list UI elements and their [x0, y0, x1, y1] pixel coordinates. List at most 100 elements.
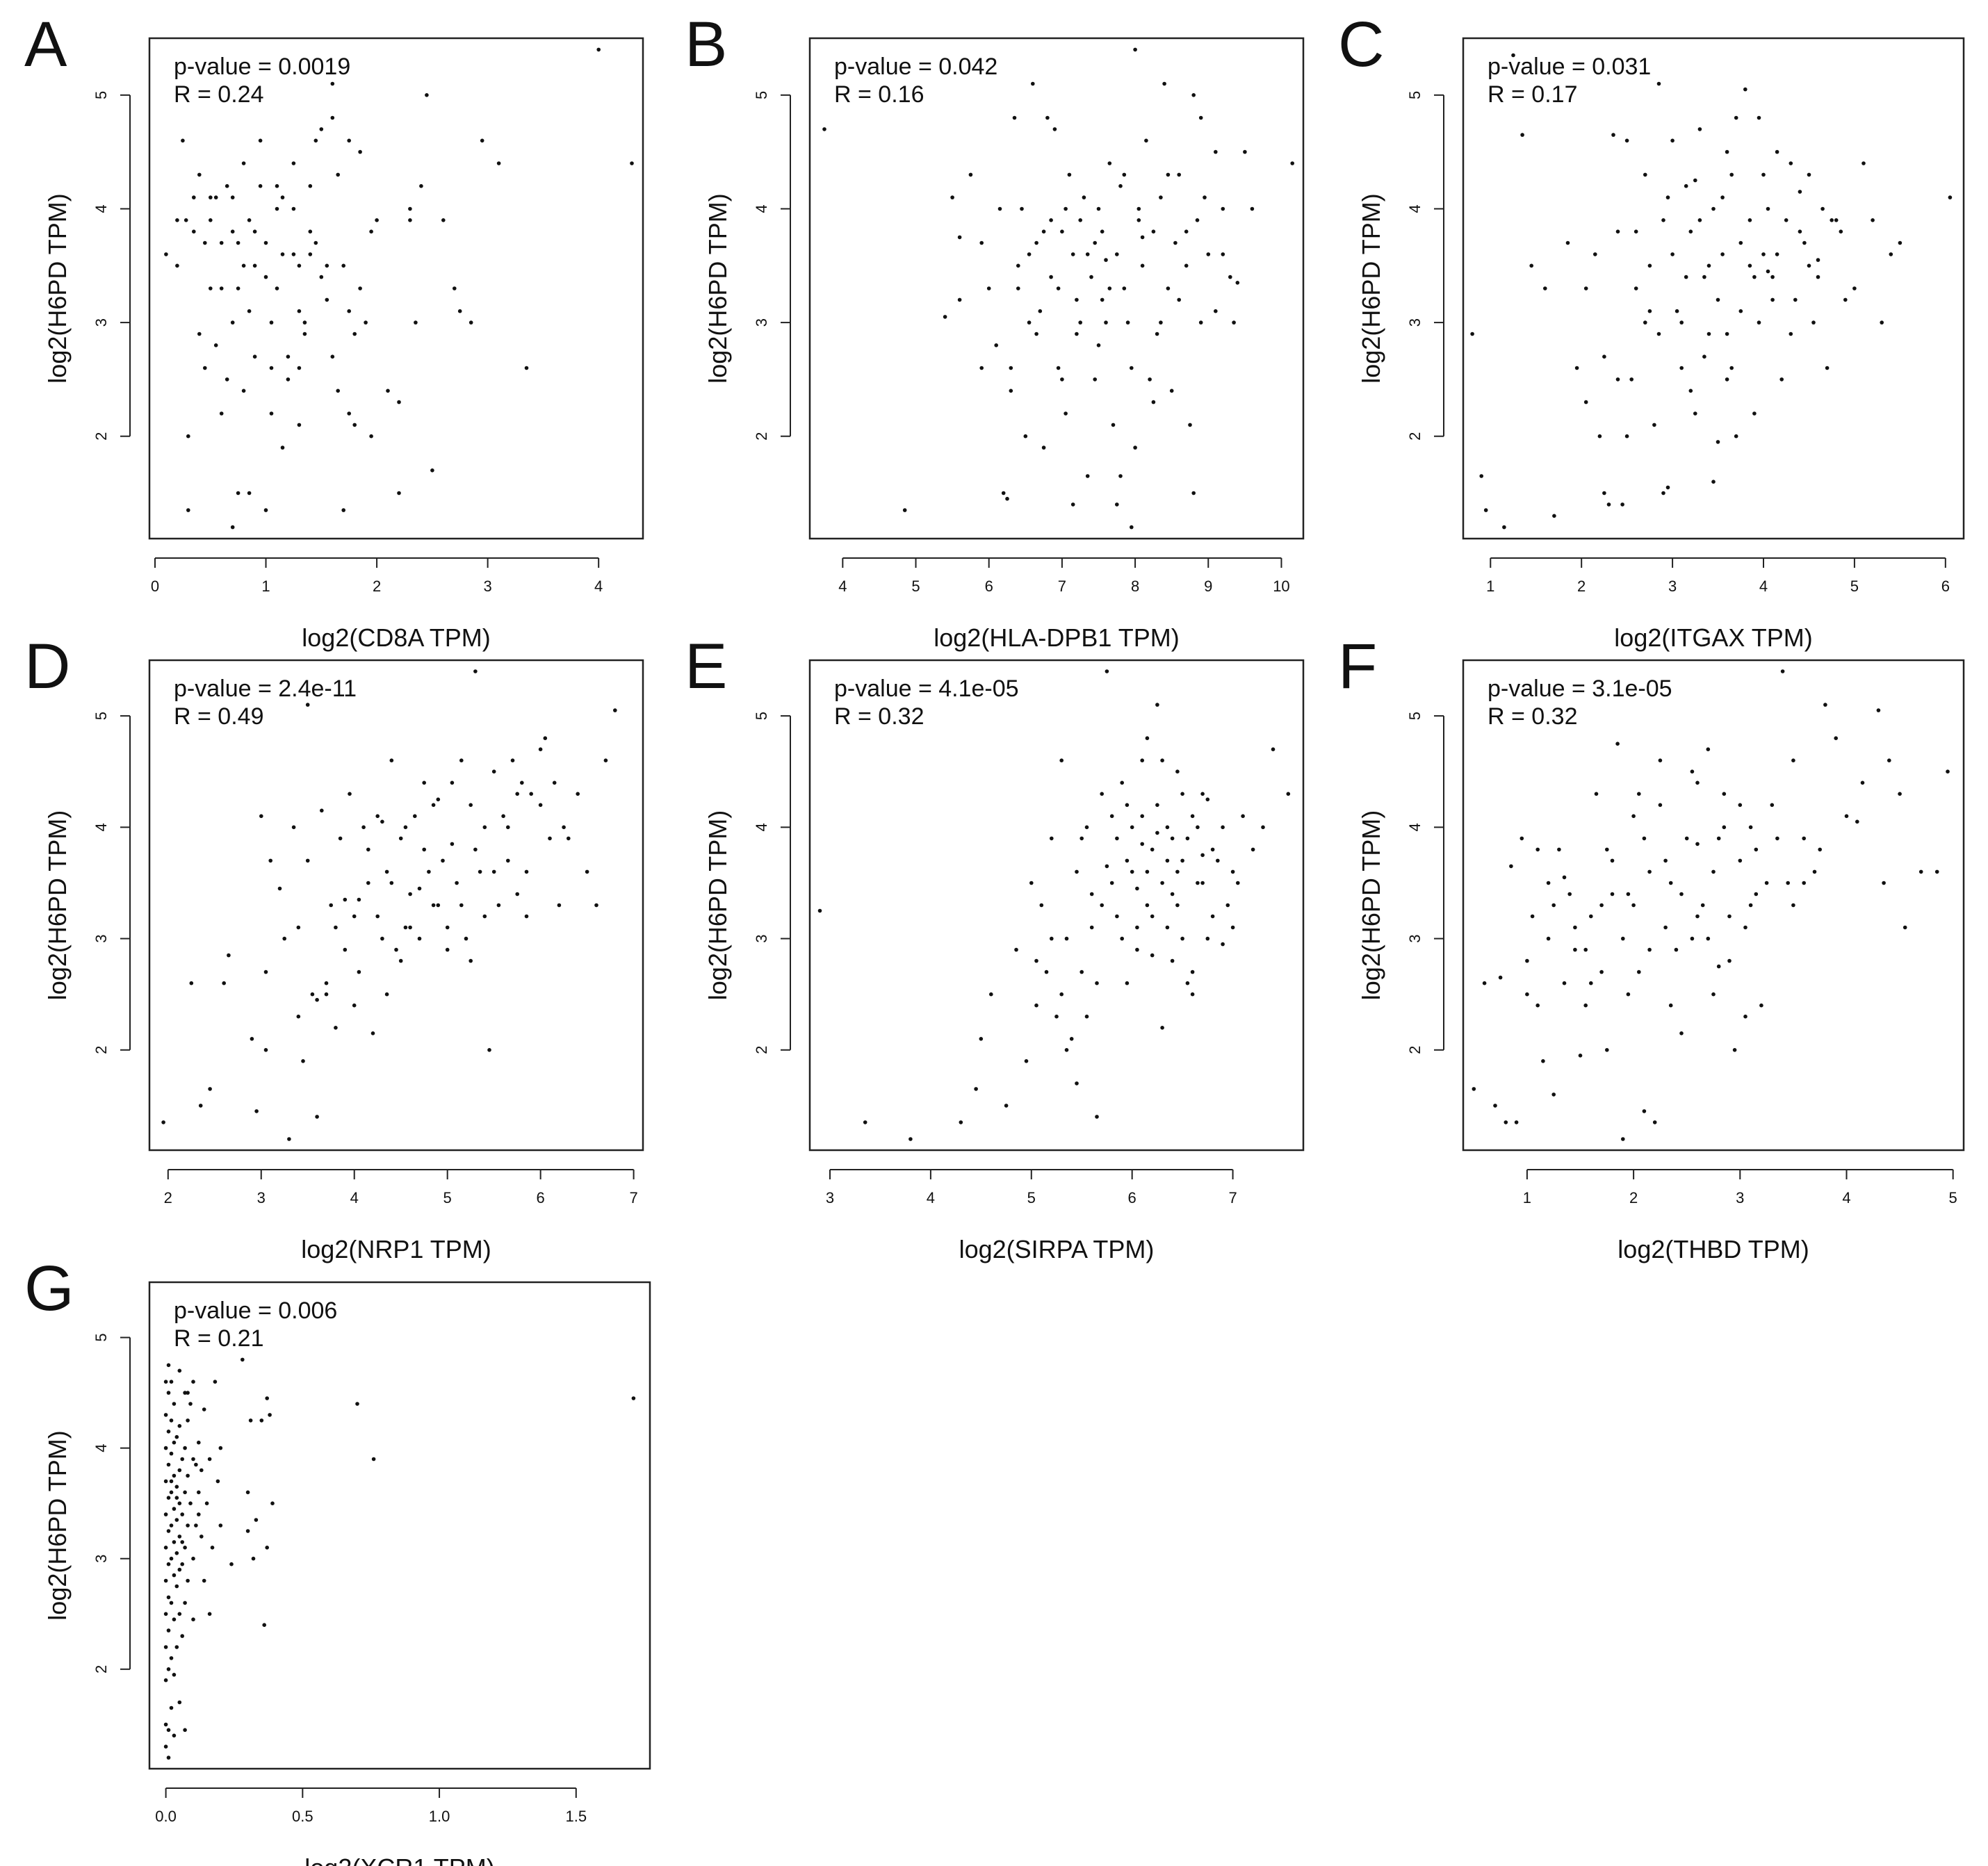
data-point [1706, 936, 1711, 941]
data-point [352, 914, 357, 919]
data-point [1727, 958, 1732, 963]
data-point [177, 1612, 182, 1617]
data-point [457, 309, 462, 313]
data-point [445, 947, 450, 952]
data-point [469, 320, 473, 325]
data-point [1647, 263, 1652, 268]
data-point [1656, 81, 1661, 86]
data-point [1214, 149, 1218, 154]
data-point [172, 1573, 177, 1578]
data-point [1860, 780, 1865, 785]
data-point [1834, 736, 1838, 740]
data-point [1725, 377, 1729, 382]
data-point [441, 858, 445, 863]
data-point [1700, 903, 1705, 908]
data-point [207, 1457, 212, 1462]
x-tick-label: 7 [629, 1189, 637, 1206]
data-point [1670, 252, 1675, 256]
data-point [459, 903, 464, 908]
data-point [172, 1507, 177, 1511]
data-point [1148, 377, 1152, 382]
data-point [1105, 864, 1109, 869]
data-point [1594, 792, 1599, 796]
data-point [313, 138, 318, 143]
data-point [169, 1705, 174, 1710]
data-point [1188, 423, 1192, 427]
data-point [1684, 836, 1689, 841]
data-point [343, 947, 348, 952]
data-point [297, 366, 302, 370]
data-point [268, 1413, 272, 1417]
data-point [213, 1380, 218, 1384]
data-point [1078, 320, 1082, 325]
data-point [199, 1534, 204, 1539]
data-point [1661, 218, 1665, 222]
y-tick-label: 2 [1406, 432, 1424, 441]
data-point [1205, 797, 1210, 802]
data-point [613, 708, 617, 712]
data-point [1107, 161, 1112, 165]
y-tick-label: 5 [92, 712, 110, 720]
data-point [1610, 892, 1615, 897]
y-axis-title: log2(H6PD TPM) [703, 810, 732, 1000]
y-axis-title: log2(H6PD TPM) [703, 193, 732, 383]
data-point [1775, 149, 1779, 154]
y-tick-label: 5 [92, 1333, 110, 1341]
data-point [1643, 320, 1647, 325]
data-point [245, 1529, 250, 1533]
panel-letter: E [685, 631, 727, 702]
data-point [1064, 1048, 1069, 1052]
data-point [994, 343, 998, 347]
data-point [347, 411, 352, 416]
data-point [248, 1418, 253, 1423]
data-point [258, 183, 263, 188]
data-point [1195, 218, 1200, 222]
data-point [1175, 769, 1180, 774]
data-point [241, 161, 246, 165]
data-point [1079, 969, 1084, 974]
data-point [1711, 206, 1716, 211]
data-point [431, 903, 436, 908]
data-point [163, 1413, 168, 1417]
data-point [188, 1501, 193, 1505]
data-point [506, 858, 510, 863]
data-point [183, 1728, 187, 1733]
data-point [403, 925, 408, 930]
data-point [515, 792, 519, 796]
data-point [1165, 825, 1170, 830]
data-point [1688, 388, 1693, 393]
data-point [1079, 836, 1084, 841]
data-point [166, 1728, 171, 1733]
x-axis-title: log2(THBD TPM) [1618, 1235, 1809, 1263]
data-point [386, 388, 390, 393]
data-point [1887, 758, 1891, 762]
data-point [1637, 969, 1641, 974]
plot-frame [1462, 37, 1965, 540]
data-point [496, 903, 501, 908]
x-tick-label: 3 [1668, 578, 1677, 595]
data-point [1205, 936, 1210, 941]
data-point [1802, 240, 1807, 245]
data-point [1642, 836, 1647, 841]
p-value-label: p-value = 2.4e-11 [174, 676, 357, 702]
data-point [375, 218, 379, 222]
data-point [1722, 825, 1727, 830]
data-point [1621, 1137, 1625, 1141]
plot-frame [1462, 659, 1965, 1152]
data-point [1151, 400, 1156, 404]
data-point [1583, 1003, 1588, 1008]
data-point [1250, 206, 1255, 211]
data-point [1286, 792, 1291, 796]
data-point [197, 172, 202, 177]
data-point [482, 914, 487, 919]
data-point [247, 218, 252, 222]
data-point [515, 892, 519, 897]
data-point [436, 797, 441, 802]
data-point [397, 400, 401, 404]
data-point [174, 1518, 179, 1522]
data-point [180, 1562, 185, 1566]
data-point [375, 914, 380, 919]
data-point [1125, 803, 1130, 808]
data-point [1232, 320, 1236, 325]
data-point [347, 309, 352, 313]
